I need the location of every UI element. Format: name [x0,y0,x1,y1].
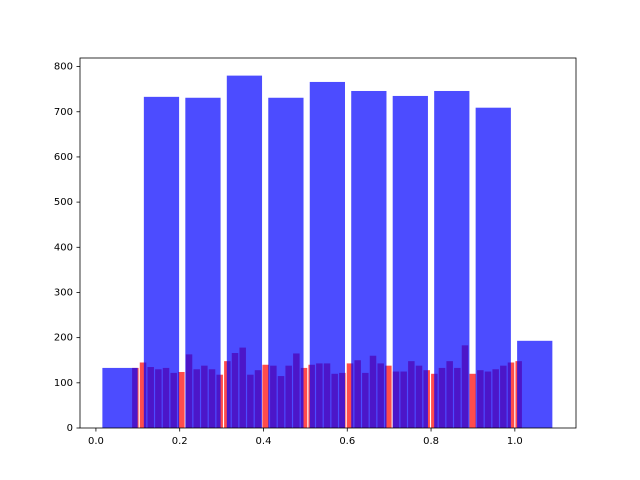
bar [475,107,511,428]
bar [139,362,147,428]
bar [300,367,308,428]
plot-area [102,75,553,428]
bar [268,97,304,428]
y-tick-label: 400 [54,242,73,253]
axes-frame [79,57,577,429]
bar [434,90,470,428]
x-tick-label: 0.4 [256,436,272,447]
bar [102,367,138,428]
x-tick-label: 0.8 [423,436,439,447]
y-tick-label: 600 [54,152,73,163]
bar [346,363,354,428]
bar [385,365,392,428]
bar [507,362,515,428]
x-tick-label: 1.0 [507,436,523,447]
bar [185,97,221,428]
bar [309,81,345,428]
bar [178,371,185,428]
y-tick-label: 200 [54,333,73,344]
y-tick-label: 800 [54,62,73,73]
y-tick-label: 300 [54,287,73,298]
x-tick-label: 0.6 [339,436,355,447]
bar [143,96,180,428]
bar [226,75,263,428]
bar [517,340,553,428]
bar [351,90,387,428]
x-tick-label: 0.0 [88,436,104,447]
bar [262,364,269,428]
y-tick-label: 100 [54,378,73,389]
bar [392,95,428,428]
y-tick-label: 500 [54,197,73,208]
y-tick-label: 700 [54,107,73,118]
y-tick-label: 0 [67,423,73,434]
x-tick-label: 0.2 [172,436,188,447]
bar [469,373,476,428]
